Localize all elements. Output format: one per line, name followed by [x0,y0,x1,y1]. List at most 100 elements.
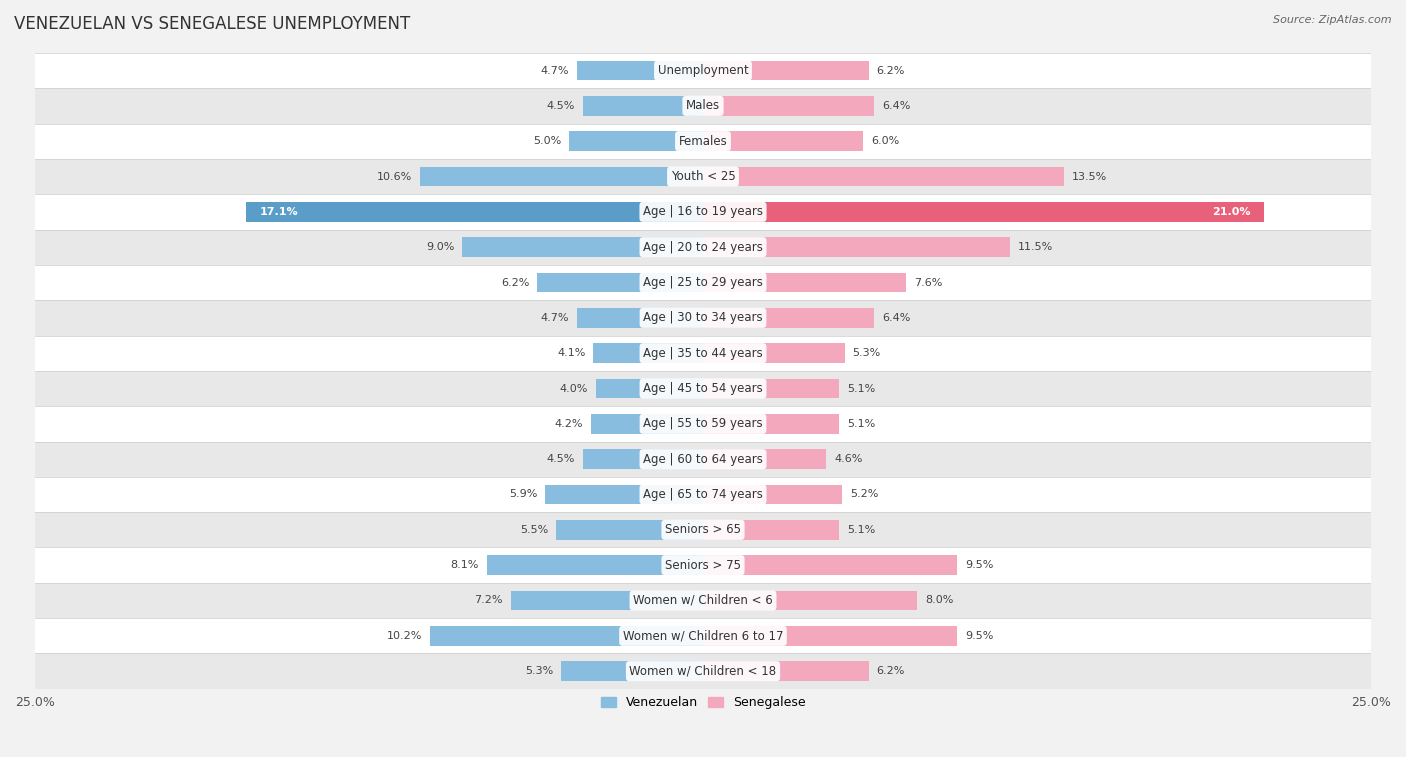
Text: 5.0%: 5.0% [533,136,561,146]
Bar [35,301,1371,335]
Text: 6.2%: 6.2% [501,278,529,288]
Bar [510,590,703,610]
Bar [35,335,1371,371]
Text: 6.2%: 6.2% [877,666,905,676]
Text: Males: Males [686,99,720,112]
Text: Youth < 25: Youth < 25 [671,170,735,183]
Bar [703,414,839,434]
Text: Women w/ Children < 6: Women w/ Children < 6 [633,594,773,607]
Bar [703,61,869,80]
Text: 13.5%: 13.5% [1071,172,1107,182]
Text: 4.7%: 4.7% [541,313,569,322]
Text: Age | 20 to 24 years: Age | 20 to 24 years [643,241,763,254]
Text: 8.1%: 8.1% [450,560,478,570]
Bar [35,123,1371,159]
Bar [578,308,703,328]
Bar [35,547,1371,583]
Bar [703,590,917,610]
Text: 5.3%: 5.3% [852,348,882,358]
Text: 17.1%: 17.1% [259,207,298,217]
Bar [703,344,845,363]
Bar [463,238,703,257]
Bar [35,265,1371,301]
Text: Unemployment: Unemployment [658,64,748,77]
Bar [582,450,703,469]
Bar [420,167,703,186]
Text: 4.1%: 4.1% [557,348,585,358]
Bar [35,583,1371,618]
Bar [35,88,1371,123]
Bar [546,484,703,504]
Text: 5.5%: 5.5% [520,525,548,535]
Bar [703,484,842,504]
Bar [703,167,1064,186]
Text: 4.2%: 4.2% [554,419,582,428]
Bar [555,520,703,540]
Text: 10.2%: 10.2% [387,631,422,641]
Bar [35,512,1371,547]
Bar [35,159,1371,195]
Text: Age | 45 to 54 years: Age | 45 to 54 years [643,382,763,395]
Legend: Venezuelan, Senegalese: Venezuelan, Senegalese [596,691,810,715]
Text: 9.5%: 9.5% [965,560,993,570]
Text: 7.2%: 7.2% [474,596,502,606]
Bar [703,378,839,398]
Text: Age | 30 to 34 years: Age | 30 to 34 years [643,311,763,324]
Bar [561,662,703,681]
Text: 4.5%: 4.5% [547,101,575,111]
Text: VENEZUELAN VS SENEGALESE UNEMPLOYMENT: VENEZUELAN VS SENEGALESE UNEMPLOYMENT [14,15,411,33]
Text: Age | 25 to 29 years: Age | 25 to 29 years [643,276,763,289]
Bar [703,520,839,540]
Text: Age | 55 to 59 years: Age | 55 to 59 years [643,417,763,430]
Bar [703,308,875,328]
Bar [35,441,1371,477]
Text: 5.2%: 5.2% [851,490,879,500]
Bar [591,414,703,434]
Text: 5.3%: 5.3% [524,666,554,676]
Text: 6.2%: 6.2% [877,66,905,76]
Bar [578,61,703,80]
Text: 9.0%: 9.0% [426,242,454,252]
Text: Seniors > 65: Seniors > 65 [665,523,741,536]
Text: 21.0%: 21.0% [1212,207,1251,217]
Bar [593,344,703,363]
Text: 5.9%: 5.9% [509,490,537,500]
Text: 4.5%: 4.5% [547,454,575,464]
Text: Females: Females [679,135,727,148]
Bar [703,273,905,292]
Bar [596,378,703,398]
Bar [703,556,957,575]
Bar [703,662,869,681]
Bar [35,477,1371,512]
Text: 7.6%: 7.6% [914,278,942,288]
Text: 4.7%: 4.7% [541,66,569,76]
Bar [703,202,1264,222]
Bar [35,371,1371,407]
Text: 6.4%: 6.4% [882,313,911,322]
Bar [35,53,1371,88]
Text: Women w/ Children 6 to 17: Women w/ Children 6 to 17 [623,629,783,643]
Text: 4.0%: 4.0% [560,384,588,394]
Bar [703,450,825,469]
Text: Age | 60 to 64 years: Age | 60 to 64 years [643,453,763,466]
Text: 6.0%: 6.0% [872,136,900,146]
Bar [582,96,703,116]
Bar [703,238,1011,257]
Text: 11.5%: 11.5% [1018,242,1053,252]
Bar [703,626,957,646]
Text: 8.0%: 8.0% [925,596,953,606]
Text: Age | 35 to 44 years: Age | 35 to 44 years [643,347,763,360]
Text: Age | 65 to 74 years: Age | 65 to 74 years [643,488,763,501]
Bar [35,407,1371,441]
Bar [35,618,1371,653]
Bar [35,229,1371,265]
Bar [537,273,703,292]
Bar [35,653,1371,689]
Text: 5.1%: 5.1% [848,419,876,428]
Bar [569,132,703,151]
Text: 9.5%: 9.5% [965,631,993,641]
Bar [246,202,703,222]
Text: Seniors > 75: Seniors > 75 [665,559,741,572]
Bar [703,96,875,116]
Bar [486,556,703,575]
